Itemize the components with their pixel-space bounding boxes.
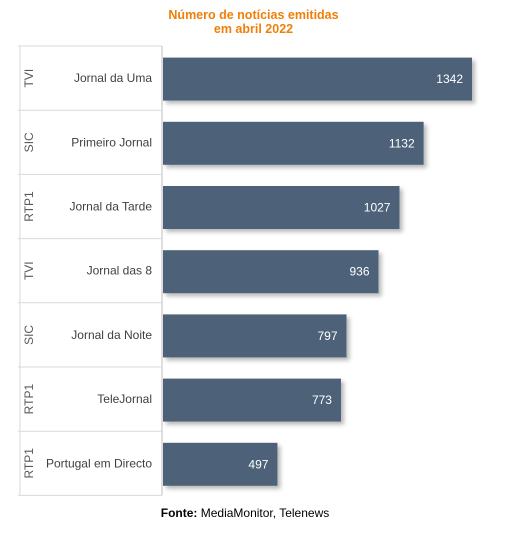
group-label: TVI bbox=[22, 261, 36, 280]
source-text: MediaMonitor, Telenews bbox=[200, 506, 330, 520]
group-label: SIC bbox=[22, 132, 36, 152]
group-label: SIC bbox=[22, 325, 36, 345]
category-label: Portugal em Directo bbox=[46, 456, 152, 470]
source-note: Fonte: MediaMonitor, Telenews bbox=[0, 506, 490, 520]
chart-title: Número de notícias emitidas em abril 202… bbox=[0, 8, 507, 36]
data-label: 497 bbox=[248, 457, 268, 471]
group-label: TVI bbox=[22, 69, 36, 88]
data-label: 1027 bbox=[364, 201, 391, 215]
bar bbox=[163, 442, 278, 486]
bar bbox=[163, 314, 347, 358]
category-label: Jornal da Tarde bbox=[70, 200, 153, 214]
group-label: RTP1 bbox=[22, 448, 36, 479]
group-label: RTP1 bbox=[22, 384, 36, 415]
bar bbox=[163, 186, 400, 229]
chart-title-line-2: em abril 2022 bbox=[213, 22, 294, 36]
category-label: Jornal das 8 bbox=[87, 264, 153, 278]
chart-title-line-1: Número de notícias emitidas bbox=[168, 8, 339, 22]
category-label: TeleJornal bbox=[97, 392, 152, 406]
data-label: 1132 bbox=[389, 136, 415, 150]
category-label: Jornal da Uma bbox=[74, 71, 152, 85]
bar bbox=[163, 250, 379, 294]
data-label: 1342 bbox=[436, 72, 463, 86]
data-label: 797 bbox=[317, 329, 337, 343]
group-label: RTP1 bbox=[22, 191, 36, 222]
bar bbox=[163, 57, 472, 101]
source-label: Fonte: bbox=[160, 506, 198, 520]
category-label: Jornal da Noite bbox=[71, 328, 152, 342]
data-label: 936 bbox=[349, 265, 369, 279]
bar bbox=[163, 378, 341, 422]
bar bbox=[163, 121, 424, 165]
data-label: 773 bbox=[312, 393, 332, 407]
category-label: Primeiro Jornal bbox=[71, 135, 152, 149]
